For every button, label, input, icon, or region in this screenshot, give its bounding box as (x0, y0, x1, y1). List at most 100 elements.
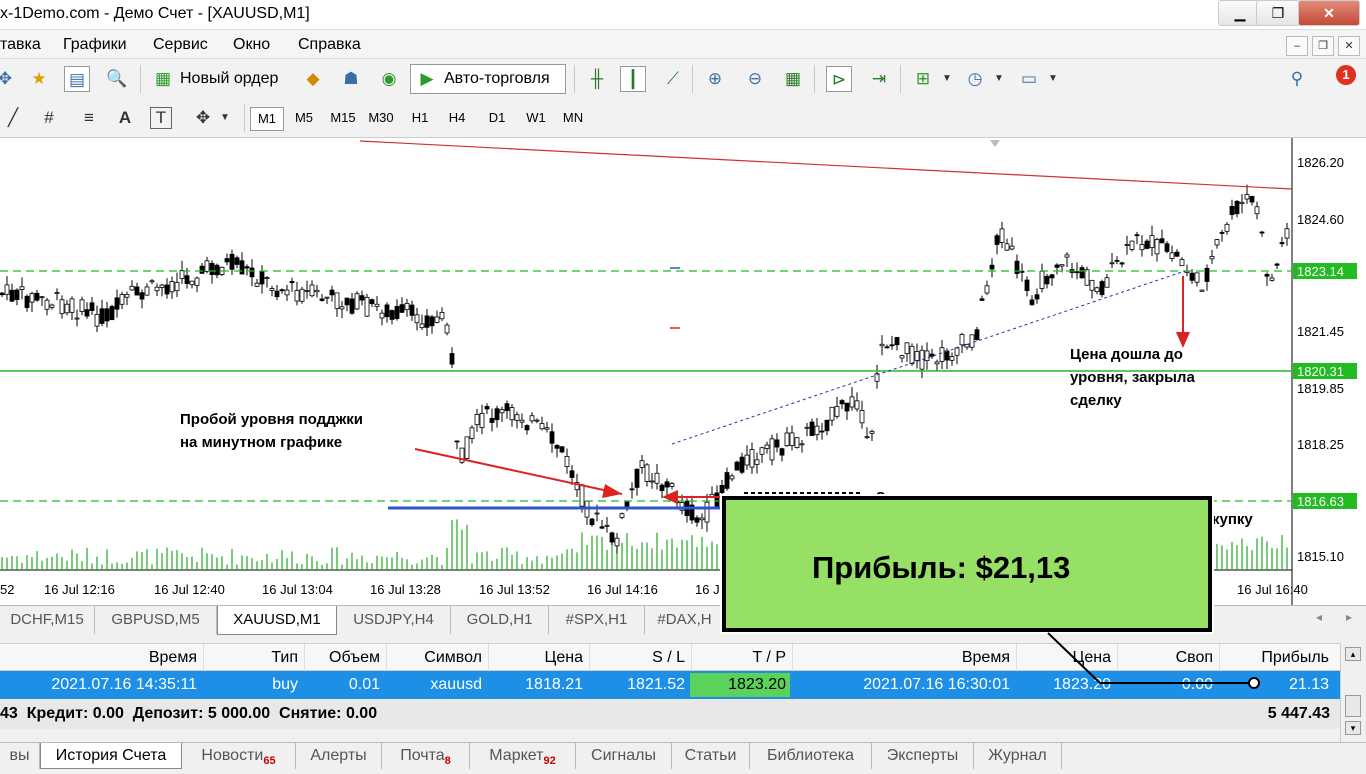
trendline-icon[interactable]: ╱ (7, 108, 19, 127)
candle-body (1259, 231, 1265, 234)
timeframe-d1[interactable]: D1 (488, 110, 506, 125)
column-close-time[interactable]: Время (961, 649, 1010, 666)
mdi-restore-button[interactable]: ❐ (1312, 36, 1334, 56)
tab-articles[interactable]: Статьи (672, 743, 750, 769)
column-open-time[interactable]: Время (148, 649, 197, 666)
metaeditor-icon[interactable]: ◆ (306, 69, 320, 88)
favorites-icon[interactable]: ★ (31, 69, 47, 88)
line-chart-icon[interactable]: ⟋ (667, 69, 679, 88)
timeframe-m15[interactable]: M15 (330, 110, 356, 125)
candle-body (974, 329, 980, 340)
column-open-price[interactable]: Цена (544, 649, 583, 666)
column-swap[interactable]: Своп (1175, 649, 1213, 666)
menu-item-trade[interactable]: тавка (0, 36, 41, 53)
tab-dchf-m15[interactable]: DCHF,M15 (0, 606, 95, 634)
menu-item-charts[interactable]: Графики (63, 36, 127, 53)
tab-gold-h1[interactable]: GOLD,H1 (451, 606, 549, 634)
auto-trading-button[interactable] (410, 64, 566, 94)
menu-item-help[interactable]: Справка (298, 36, 361, 53)
signals-icon[interactable]: ◉ (381, 69, 397, 88)
tile-windows-icon[interactable]: ▦ (784, 69, 802, 88)
fibo-fan-icon[interactable]: ≡ (84, 108, 94, 127)
timeframe-m5[interactable]: M5 (294, 110, 314, 125)
timeframe-mn[interactable]: MN (562, 110, 584, 125)
market-watch-icon[interactable]: ▤ (64, 66, 90, 92)
text-tool[interactable]: T (150, 107, 172, 129)
restore-button[interactable]: ❐ (1256, 0, 1300, 26)
notifications-icon[interactable]: 1 (1326, 65, 1356, 93)
tab-journal[interactable]: Журнал (974, 743, 1062, 769)
chart-shift-icon[interactable]: ⇥ (871, 69, 887, 88)
tabs-scroll-right-icon[interactable]: ▸ (1346, 610, 1353, 624)
tab-dax-h[interactable]: #DAX,H (645, 606, 725, 634)
zoom-in-icon[interactable]: ⊕ (707, 69, 723, 88)
tab-mailbox[interactable]: Почта8 (382, 743, 470, 769)
column-volume[interactable]: Объем (329, 649, 380, 666)
column-sl[interactable]: S / L (652, 649, 685, 666)
periods-icon[interactable]: ◷ (967, 69, 983, 88)
terminal-scrollbar[interactable]: ▴ ▾ (1340, 643, 1366, 742)
crosshair-icon[interactable]: ✥ (0, 69, 13, 88)
strategy-tester-icon[interactable]: ☗ (343, 69, 359, 88)
column-type[interactable]: Тип (271, 649, 298, 666)
minimize-button[interactable]: ▁ (1218, 0, 1262, 26)
column-profit[interactable]: Прибыль (1261, 649, 1329, 666)
tab-signals[interactable]: Сигналы (576, 743, 672, 769)
tab-gbpusd-m5[interactable]: GBPUSD,M5 (95, 606, 217, 634)
menu-item-service[interactable]: Сервис (153, 36, 208, 53)
autoscroll-icon[interactable]: ⊳ (826, 66, 852, 92)
candle-body (274, 290, 280, 298)
text-label-tool[interactable]: A (118, 108, 132, 127)
timeframe-m30[interactable]: M30 (368, 110, 394, 125)
tab-market[interactable]: Маркет92 (470, 743, 576, 769)
tab-assets[interactable]: вы (0, 743, 40, 769)
new-order-button[interactable]: Новый ордер (180, 70, 279, 87)
column-close-price[interactable]: Цена (1072, 649, 1111, 666)
bar-chart-icon[interactable]: ╫ (590, 69, 604, 88)
scroll-down-icon[interactable]: ▾ (1345, 721, 1361, 735)
search-icon[interactable]: ⚲ (1290, 69, 1304, 88)
tabs-scroll-left-icon[interactable]: ◂ (1316, 610, 1323, 624)
timeframe-m1[interactable]: M1 (250, 107, 284, 131)
tab-alerts[interactable]: Алерты (296, 743, 382, 769)
candle-body (379, 312, 385, 319)
chevron-down-icon[interactable]: ▼ (220, 112, 230, 123)
tab-account-history[interactable]: История Счета (40, 743, 182, 769)
candle-body (0, 292, 5, 296)
scroll-thumb[interactable] (1345, 695, 1361, 717)
timeframe-w1[interactable]: W1 (526, 110, 546, 125)
candle-body (954, 347, 960, 356)
chevron-down-icon[interactable]: ▼ (1048, 73, 1058, 84)
auto-trading-label: Авто-торговля (444, 70, 550, 87)
tab-usdjpy-h4[interactable]: USDJPY,H4 (337, 606, 451, 634)
candle-body (969, 334, 975, 348)
candle-body (259, 270, 265, 285)
new-order-icon[interactable]: ▦ (154, 69, 172, 88)
table-row[interactable]: 2021.07.16 14:35:11 buy 0.01 xauusd 1818… (0, 671, 1340, 699)
menu-item-window[interactable]: Окно (233, 36, 271, 53)
chevron-down-icon[interactable]: ▼ (994, 73, 1004, 84)
column-symbol[interactable]: Символ (424, 649, 482, 666)
navigator-icon[interactable]: 🔍 (106, 69, 128, 88)
timeframe-h4[interactable]: H4 (448, 110, 466, 125)
balance-value: 5 447.43 (1267, 705, 1330, 722)
tab-spx-h1[interactable]: #SPX,H1 (549, 606, 645, 634)
indicators-icon[interactable]: ⊞ (915, 69, 931, 88)
chevron-down-icon[interactable]: ▼ (942, 73, 952, 84)
tab-experts[interactable]: Эксперты (872, 743, 974, 769)
fibonacci-icon[interactable]: # (44, 108, 54, 127)
tab-xauusd-m1[interactable]: XAUUSD,M1 (217, 606, 337, 635)
close-button[interactable]: ✕ (1298, 0, 1360, 26)
candlestick-chart-icon[interactable]: ┃ (620, 66, 646, 92)
templates-icon[interactable]: ▭ (1020, 69, 1038, 88)
column-tp[interactable]: T / P (752, 649, 787, 666)
timeframe-h1[interactable]: H1 (411, 110, 429, 125)
scroll-up-icon[interactable]: ▴ (1345, 647, 1361, 661)
cell-type: buy (272, 676, 298, 693)
mdi-minimize-button[interactable]: – (1286, 36, 1308, 56)
tab-news[interactable]: Новости65 (182, 743, 296, 769)
mdi-close-button[interactable]: ✕ (1338, 36, 1360, 56)
tab-library[interactable]: Библиотека (750, 743, 872, 769)
zoom-out-icon[interactable]: ⊖ (747, 69, 763, 88)
arrows-icon[interactable]: ✥ (195, 108, 211, 127)
